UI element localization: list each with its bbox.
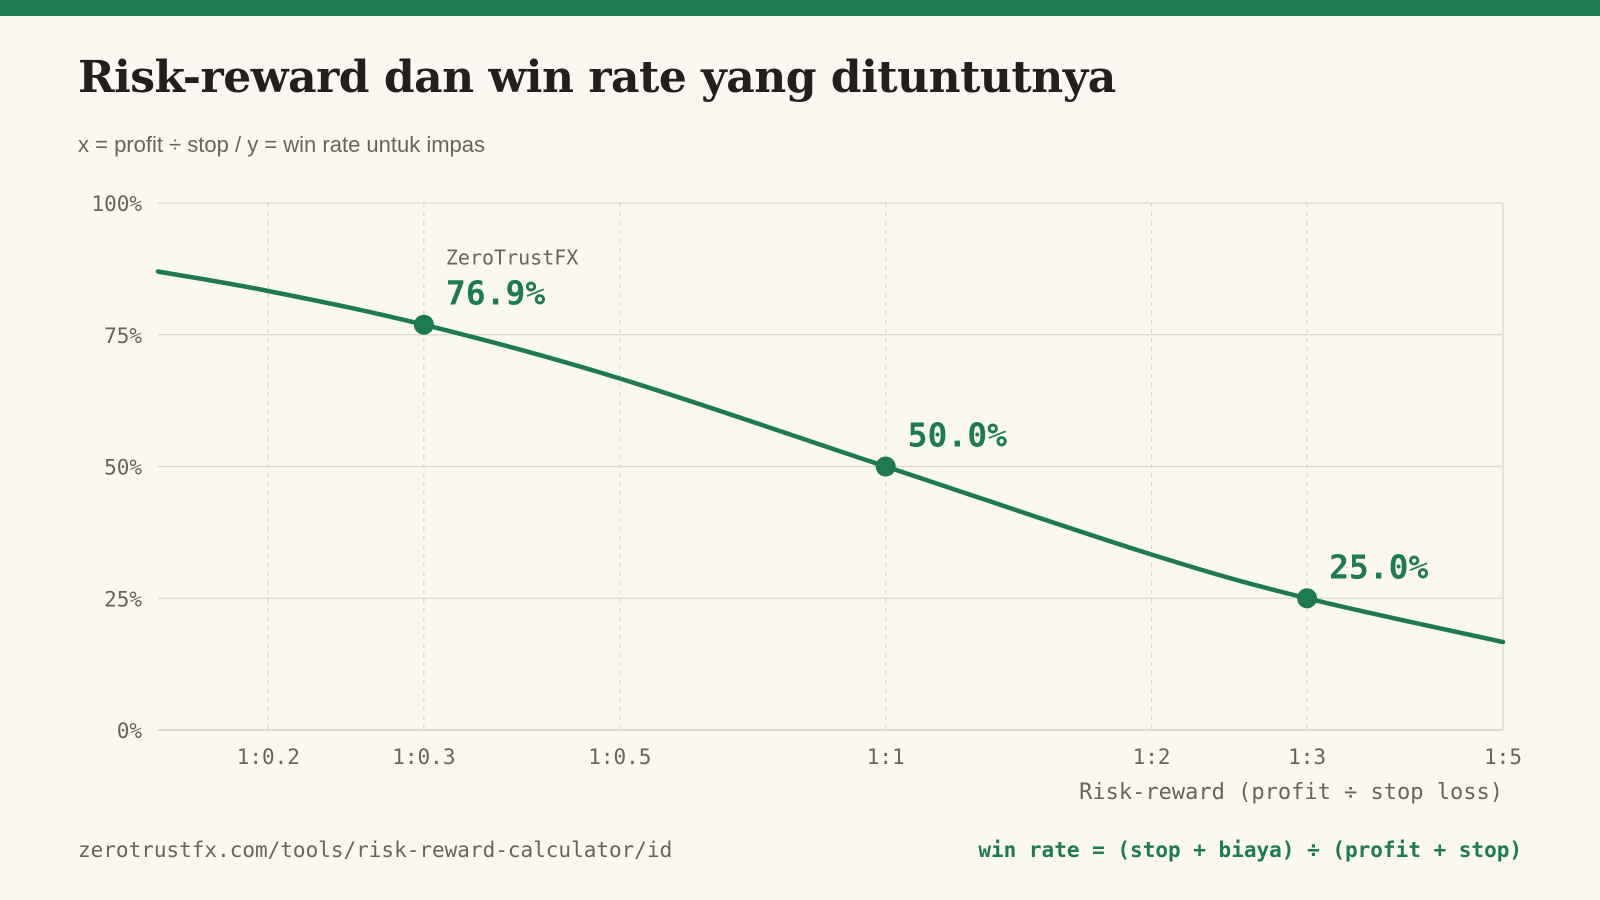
footer-formula: win rate = (stop + biaya) ÷ (profit + st… bbox=[978, 838, 1522, 862]
highlight-value-label: 25.0% bbox=[1329, 547, 1428, 586]
x-tick-label: 1:0.5 bbox=[588, 745, 651, 769]
x-tick-label: 1:1 bbox=[867, 745, 905, 769]
y-tick-label: 50% bbox=[104, 456, 142, 480]
chart-title: Risk-reward dan win rate yang dituntutny… bbox=[78, 52, 1116, 103]
highlight-point bbox=[875, 456, 896, 477]
footer-url: zerotrustfx.com/tools/risk-reward-calcul… bbox=[78, 838, 673, 862]
chart-area: 0% 25% 50% 75% 100% 1:0.2 1:0.3 1:0.5 1:1 1:2 1:3 1… bbox=[91, 192, 1522, 805]
series-line bbox=[155, 269, 1506, 645]
x-tick-label: 1:5 bbox=[1484, 745, 1522, 769]
x-tick-label: 1:2 bbox=[1133, 745, 1171, 769]
y-tick-label: 0% bbox=[117, 719, 143, 743]
y-tick-label: 100% bbox=[91, 192, 142, 216]
highlight-value-label: 76.9% bbox=[446, 274, 545, 313]
chart-subtitle: x = profit ÷ stop / y = win rate untuk i… bbox=[78, 132, 486, 157]
x-tick-label: 1:0.2 bbox=[237, 745, 300, 769]
x-tick-label: 1:3 bbox=[1288, 745, 1326, 769]
highlight-point bbox=[1297, 588, 1318, 609]
x-tick-label: 1:0.3 bbox=[392, 745, 455, 769]
top-accent-bar bbox=[0, 0, 1600, 16]
y-tick-label: 75% bbox=[104, 324, 142, 348]
highlight-value-label: 50.0% bbox=[908, 416, 1007, 455]
highlight-point bbox=[413, 314, 434, 335]
x-axis-label: Risk-reward (profit ÷ stop loss) bbox=[1079, 780, 1503, 805]
y-tick-label: 25% bbox=[104, 587, 142, 611]
highlight-note-label: ZeroTrustFX bbox=[446, 246, 578, 270]
